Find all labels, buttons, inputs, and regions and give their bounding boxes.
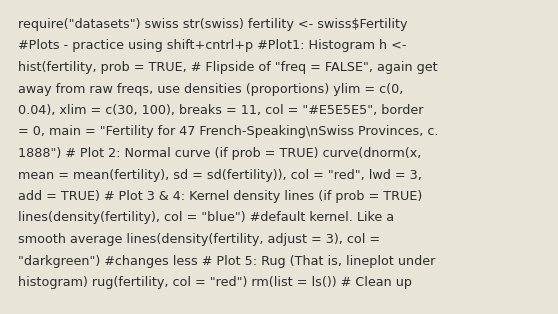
- Text: add = TRUE) # Plot 3 & 4: Kernel density lines (if prob = TRUE): add = TRUE) # Plot 3 & 4: Kernel density…: [18, 190, 422, 203]
- Text: 1888") # Plot 2: Normal curve (if prob = TRUE) curve(dnorm(x,: 1888") # Plot 2: Normal curve (if prob =…: [18, 147, 421, 160]
- Text: = 0, main = "Fertility for 47 French-Speaking\nSwiss Provinces, c.: = 0, main = "Fertility for 47 French-Spe…: [18, 126, 439, 138]
- Text: "darkgreen") #changes less # Plot 5: Rug (That is, lineplot under: "darkgreen") #changes less # Plot 5: Rug…: [18, 255, 435, 268]
- Text: lines(density(fertility), col = "blue") #default kernel. Like a: lines(density(fertility), col = "blue") …: [18, 212, 394, 225]
- Text: mean = mean(fertility), sd = sd(fertility)), col = "red", lwd = 3,: mean = mean(fertility), sd = sd(fertilit…: [18, 169, 422, 181]
- Text: #Plots - practice using shift+cntrl+p #Plot1: Histogram h <-: #Plots - practice using shift+cntrl+p #P…: [18, 40, 406, 52]
- Text: away from raw freqs, use densities (proportions) ylim = c(0,: away from raw freqs, use densities (prop…: [18, 83, 403, 95]
- Text: require("datasets") swiss str(swiss) fertility <- swiss$Fertility: require("datasets") swiss str(swiss) fer…: [18, 18, 407, 31]
- Text: 0.04), xlim = c(30, 100), breaks = 11, col = "#E5E5E5", border: 0.04), xlim = c(30, 100), breaks = 11, c…: [18, 104, 424, 117]
- Text: hist(fertility, prob = TRUE, # Flipside of "freq = FALSE", again get: hist(fertility, prob = TRUE, # Flipside …: [18, 61, 437, 74]
- Text: histogram) rug(fertility, col = "red") rm(list = ls()) # Clean up: histogram) rug(fertility, col = "red") r…: [18, 276, 412, 289]
- Text: smooth average lines(density(fertility, adjust = 3), col =: smooth average lines(density(fertility, …: [18, 233, 380, 246]
